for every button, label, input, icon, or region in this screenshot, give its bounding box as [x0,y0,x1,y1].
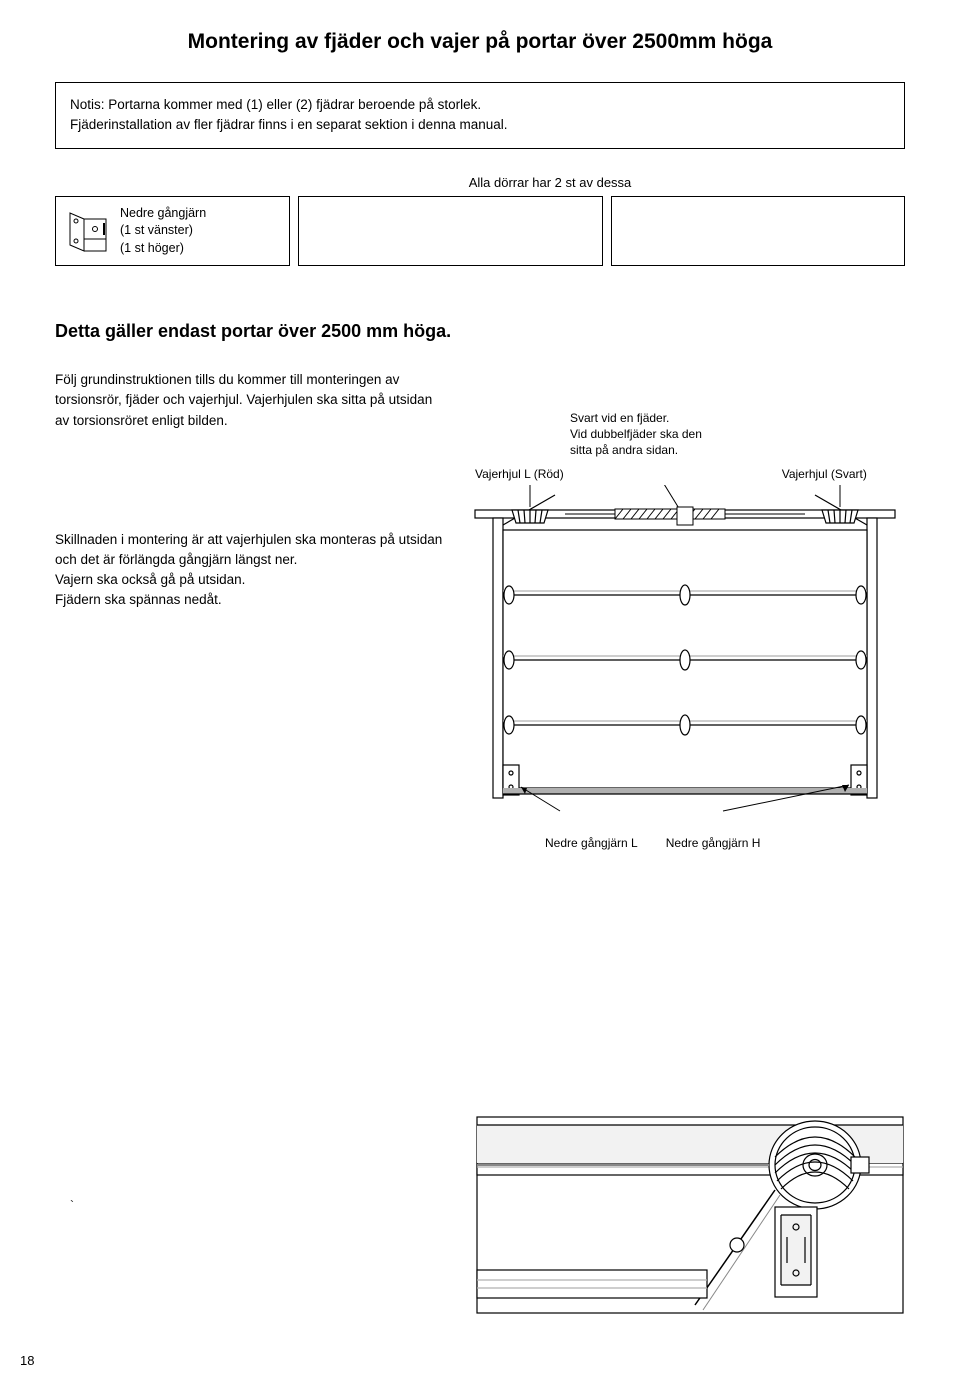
callout-l2: Vid dubbelfjäder ska den [570,426,905,442]
hinge-sub1: (1 st vänster) [120,222,206,240]
hinge-icon [66,205,112,253]
instr2-l1: Skillnaden i montering är att vajerhjule… [55,530,450,571]
parts-cell-mid [298,196,603,267]
callout-l1: Svart vid en fjäder. [570,410,905,426]
door-diagram [465,485,905,825]
door-row: Skillnaden i montering är att vajerhjule… [55,485,905,850]
instruction-2: Skillnaden i montering är att vajerhjule… [55,485,450,611]
hinge-labels: Nedre gångjärn L Nedre gångjärn H [465,836,905,850]
instruction-row: Följ grundinstruktionen tills du kommer … [55,370,905,459]
section-title: Detta gäller endast portar över 2500 mm … [55,321,905,342]
instr2-l3: Fjädern ska spännas nedåt. [55,590,450,610]
notice-box: Notis: Portarna kommer med (1) eller (2)… [55,82,905,149]
parts-cell-hinge: Nedre gångjärn (1 st vänster) (1 st höge… [55,196,290,267]
hinge-right-label: Nedre gångjärn H [666,836,761,850]
hinge-left-label: Nedre gångjärn L [545,836,638,850]
hinge-name: Nedre gångjärn [120,205,206,223]
page-title: Montering av fjäder och vajer på portar … [55,30,905,54]
door-diagram-wrap: Nedre gångjärn L Nedre gångjärn H [465,485,905,850]
wheel-left-label: Vajerhjul L (Röd) [475,467,564,481]
bottom-detail-diagram [475,1115,905,1320]
callout-text: Svart vid en fjäder. Vid dubbelfjäder sk… [470,370,905,459]
wheel-labels: Vajerhjul L (Röd) Vajerhjul (Svart) [55,467,905,481]
tick-mark: ` [70,1198,74,1212]
wheel-right-label: Vajerhjul (Svart) [782,467,867,481]
instruction-1: Följ grundinstruktionen tills du kommer … [55,370,450,459]
callout-l3: sitta på andra sidan. [570,442,905,458]
instr2-l2: Vajern ska också gå på utsidan. [55,570,450,590]
notice-line2: Fjäderinstallation av fler fjädrar finns… [70,115,890,135]
parts-cell-right [611,196,905,267]
notice-line1: Notis: Portarna kommer med (1) eller (2)… [70,95,890,115]
parts-row: Nedre gångjärn (1 st vänster) (1 st höge… [55,196,905,267]
parts-caption: Alla dörrar har 2 st av dessa [195,175,905,190]
page-number: 18 [20,1353,34,1368]
hinge-sub2: (1 st höger) [120,240,206,258]
